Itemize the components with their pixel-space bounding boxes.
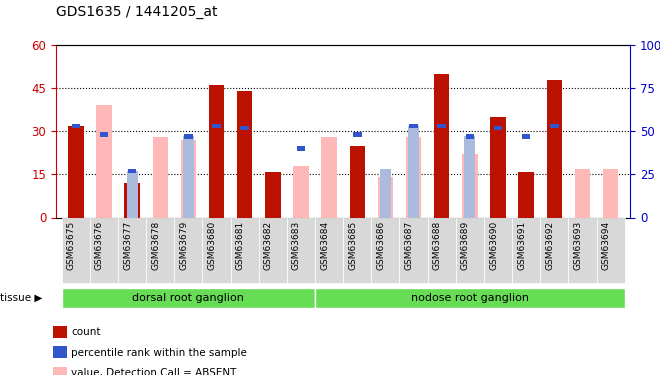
Bar bbox=[568, 217, 597, 283]
Text: nodose root ganglion: nodose root ganglion bbox=[411, 293, 529, 303]
Bar bbox=[550, 124, 558, 128]
Bar bbox=[541, 217, 568, 283]
Bar bbox=[265, 171, 280, 217]
Bar bbox=[490, 117, 506, 218]
Bar bbox=[518, 171, 534, 217]
Bar bbox=[546, 80, 562, 218]
Bar bbox=[230, 217, 259, 283]
Bar bbox=[315, 288, 624, 308]
Bar bbox=[603, 169, 618, 217]
Text: percentile rank within the sample: percentile rank within the sample bbox=[71, 348, 247, 357]
Bar bbox=[100, 132, 108, 137]
Text: GSM63682: GSM63682 bbox=[264, 221, 273, 270]
Bar bbox=[399, 217, 428, 283]
Bar bbox=[315, 217, 343, 283]
Bar bbox=[213, 124, 221, 128]
Text: GSM63694: GSM63694 bbox=[602, 221, 611, 270]
Bar bbox=[259, 217, 287, 283]
Text: GSM63686: GSM63686 bbox=[376, 221, 385, 270]
Bar bbox=[406, 137, 421, 218]
Bar bbox=[209, 85, 224, 218]
Bar bbox=[575, 169, 590, 217]
Bar bbox=[62, 288, 315, 308]
Bar bbox=[146, 217, 174, 283]
Text: GSM63685: GSM63685 bbox=[348, 221, 357, 270]
Bar bbox=[438, 124, 446, 128]
Text: GSM63678: GSM63678 bbox=[151, 221, 160, 270]
Bar bbox=[343, 217, 372, 283]
Bar bbox=[465, 136, 475, 218]
Bar bbox=[462, 154, 478, 218]
Bar bbox=[240, 126, 249, 130]
Bar bbox=[465, 134, 474, 139]
Bar bbox=[184, 134, 193, 139]
Bar bbox=[372, 217, 399, 283]
Text: GSM63688: GSM63688 bbox=[433, 221, 442, 270]
Bar bbox=[484, 217, 512, 283]
Bar bbox=[183, 136, 194, 218]
Text: GSM63693: GSM63693 bbox=[574, 221, 583, 270]
Bar bbox=[124, 183, 140, 218]
Text: GSM63689: GSM63689 bbox=[461, 221, 470, 270]
Text: GSM63683: GSM63683 bbox=[292, 221, 301, 270]
Text: GSM63684: GSM63684 bbox=[320, 221, 329, 270]
Text: GDS1635 / 1441205_at: GDS1635 / 1441205_at bbox=[56, 5, 218, 19]
Bar bbox=[297, 146, 305, 151]
Bar bbox=[350, 146, 365, 218]
Text: value, Detection Call = ABSENT: value, Detection Call = ABSENT bbox=[71, 368, 237, 375]
Text: count: count bbox=[71, 327, 101, 337]
Bar bbox=[434, 74, 449, 217]
Text: GSM63679: GSM63679 bbox=[180, 221, 188, 270]
Text: GSM63680: GSM63680 bbox=[207, 221, 216, 270]
Text: GSM63691: GSM63691 bbox=[517, 221, 526, 270]
Bar bbox=[353, 132, 362, 137]
Bar bbox=[90, 217, 118, 283]
Text: GSM63692: GSM63692 bbox=[545, 221, 554, 270]
Bar bbox=[597, 217, 624, 283]
Text: GSM63677: GSM63677 bbox=[123, 221, 132, 270]
Bar bbox=[127, 171, 137, 217]
Text: GSM63690: GSM63690 bbox=[489, 221, 498, 270]
Bar bbox=[321, 137, 337, 218]
Text: tissue ▶: tissue ▶ bbox=[0, 293, 42, 303]
Bar bbox=[494, 126, 502, 130]
Bar bbox=[62, 217, 90, 283]
Text: GSM63675: GSM63675 bbox=[67, 221, 76, 270]
Bar bbox=[128, 169, 137, 173]
Bar bbox=[293, 166, 309, 218]
Bar bbox=[409, 124, 418, 128]
Bar bbox=[174, 217, 203, 283]
Bar bbox=[287, 217, 315, 283]
Bar bbox=[512, 217, 541, 283]
Bar bbox=[378, 177, 393, 218]
Bar bbox=[152, 137, 168, 218]
Text: GSM63681: GSM63681 bbox=[236, 221, 245, 270]
Bar bbox=[456, 217, 484, 283]
Bar bbox=[203, 217, 230, 283]
Bar bbox=[237, 91, 252, 218]
Bar bbox=[522, 134, 531, 139]
Bar bbox=[118, 217, 146, 283]
Text: dorsal root ganglion: dorsal root ganglion bbox=[133, 293, 244, 303]
Bar bbox=[96, 105, 112, 218]
Bar bbox=[380, 169, 391, 217]
Bar bbox=[68, 126, 84, 218]
Bar bbox=[408, 126, 419, 218]
Bar bbox=[71, 124, 80, 128]
Text: GSM63676: GSM63676 bbox=[95, 221, 104, 270]
Bar bbox=[181, 140, 196, 218]
Bar bbox=[428, 217, 456, 283]
Text: GSM63687: GSM63687 bbox=[405, 221, 414, 270]
